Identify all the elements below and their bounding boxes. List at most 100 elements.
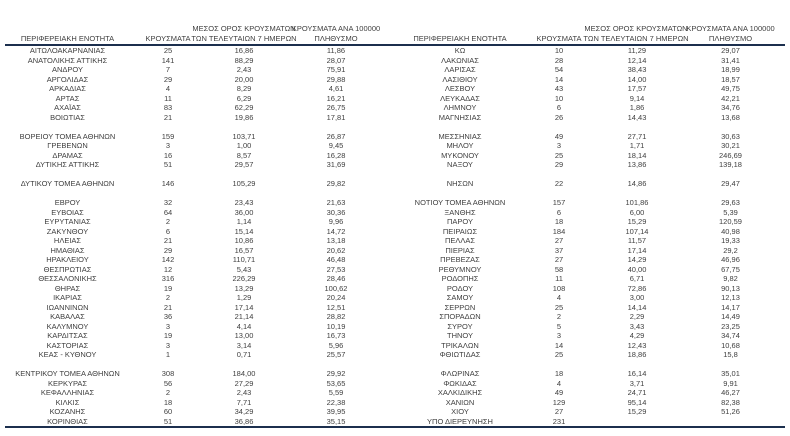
table-row: ΕΒΡΟΥ 32 23,43 21,63 ΝΟΤΙΟΥ ΤΟΜΕΑ ΑΘΗΝΩΝ 157 1… (5, 198, 785, 208)
cases-cell: 60 (163, 407, 173, 416)
cases-cell: 49 (554, 131, 564, 141)
cases-cell: 18 (554, 369, 564, 378)
per100k-cell: 25,57 (326, 350, 346, 359)
cases-cell: 51 (130, 416, 206, 428)
cases-cell: 4 (556, 378, 562, 388)
cases-cell: 11 (555, 274, 563, 283)
table-row: ΚΑΛΥΜΝΟΥ 3 4,14 10,19 ΣΥΡΟΥ 5 3,43 23,25 (5, 322, 785, 332)
avg7-cell: 36,86 (206, 416, 282, 428)
per100k-cell: 46,96 (721, 255, 740, 264)
avg7-cell: 11,29 (627, 46, 647, 55)
avg7-cell: 8,29 (236, 84, 252, 93)
avg7-cell: 13,29 (234, 283, 254, 293)
table-row: ΘΕΣΠΡΩΤΙΑΣ 12 5,43 27,53 ΡΕΘΥΜΝΟΥ 58 40,00 67,7… (5, 265, 785, 275)
panel-gap (390, 322, 400, 332)
avg7-cell (206, 189, 282, 199)
avg7-cell: 36,00 (234, 207, 254, 217)
table-row: ΑΧΑΪΑΣ 83 62,29 26,75 ΛΗΜΝΟΥ 6 1,86 34,76 (5, 103, 785, 113)
spacer-row (5, 122, 785, 132)
table-row: ΘΗΡΑΣ 19 13,29 100,62 ΡΟΔΟΥ 108 72,86 90,13 (5, 284, 785, 294)
per100k-cell (676, 122, 785, 132)
avg7-cell: 16,57 (234, 245, 254, 255)
region-cell: ΡΟΔΟΠΗΣ (441, 274, 479, 283)
avg7-cell: 38,43 (627, 65, 647, 74)
region-cell: ΧΑΛΚΙΔΙΚΗΣ (437, 388, 483, 397)
cases-cell: 5 (556, 321, 562, 331)
per100k-cell (282, 170, 390, 180)
avg7-cell: 14,86 (627, 179, 647, 188)
cases-cell: 11 (164, 93, 172, 103)
avg7-cell: 20,00 (234, 74, 254, 84)
per100k-cell (676, 416, 785, 428)
cases-cell: 18 (554, 217, 564, 226)
cases-cell: 27 (554, 407, 564, 416)
panel-gap (390, 284, 400, 294)
region-cell: ΒΟΡΕΙΟΥ ΤΟΜΕΑ ΑΘΗΝΩΝ (19, 131, 116, 141)
cases-cell: 25 (163, 46, 173, 55)
avg7-cell: 12,43 (627, 340, 647, 350)
per100k-cell: 35,01 (721, 369, 740, 378)
per100k-cell: 29,07 (721, 46, 740, 55)
region-cell: ΑΡΚΑΔΙΑΣ (49, 84, 86, 93)
region-cell: ΕΥΡΥΤΑΝΙΑΣ (44, 217, 91, 226)
per100k-cell: 246,69 (719, 150, 742, 160)
avg7-cell: 23,43 (234, 198, 254, 207)
avg7-cell (206, 122, 282, 132)
avg7-cell (598, 416, 676, 428)
region-cell: ΠΡΕΒΕΖΑΣ (440, 255, 480, 264)
panel-gap (390, 407, 400, 417)
per100k-cell: 12,13 (721, 293, 740, 302)
per100k-cell: 67,75 (721, 264, 740, 274)
cases-cell: 3 (556, 141, 562, 150)
panel-gap (390, 398, 400, 408)
region-cell: ΛΑΡΙΣΑΣ (444, 65, 476, 74)
per100k-cell (676, 360, 785, 370)
region-cell: ΚΕΡΚΥΡΑΣ (47, 378, 88, 388)
per100k-cell: 21,63 (326, 198, 346, 207)
panel-gap (390, 388, 400, 398)
region-cell: ΜΕΣΣΗΝΙΑΣ (438, 131, 482, 141)
cases-cell: 27 (554, 255, 564, 264)
region-cell: ΖΑΚΥΝΘΟΥ (46, 226, 89, 236)
panel-gap (390, 198, 400, 208)
cases-cell: 27 (554, 236, 564, 245)
table-row: ΑΡΚΑΔΙΑΣ 4 8,29 4,61 ΛΕΣΒΟΥ 43 17,57 49,75 (5, 84, 785, 94)
region-cell: ΜΑΓΝΗΣΙΑΣ (438, 112, 482, 122)
region-cell: ΑΡΤΑΣ (55, 93, 80, 103)
avg7-cell: 14,14 (627, 302, 647, 312)
table-row: ΑΙΤΩΛΟΑΚΑΡΝΑΝΙΑΣ 25 16,86 11,86 ΚΩ 10 11,29 29,… (5, 45, 785, 56)
avg7-cell: 12,14 (627, 55, 647, 65)
per100k-cell: 27,53 (326, 264, 346, 274)
per100k-cell: 13,18 (326, 236, 346, 245)
cases-by-regional-unit-table: ΠΕΡΙΦΕΡΕΙΑΚΗ ΕΝΟΤΗΤΑ ΚΡΟΥΣΜΑΤΑ ΜΕΣΟΣ ΟΡΟΣ … (5, 8, 785, 428)
per100k-cell: 28,46 (326, 274, 346, 283)
cases-cell: 12 (163, 264, 173, 274)
cases-cell: 7 (165, 65, 171, 74)
table-row: ΔΥΤΙΚΗΣ ΑΤΤΙΚΗΣ 51 29,57 31,69 ΝΑΞΟΥ 29 13,86 1… (5, 160, 785, 170)
cases-cell: 157 (552, 198, 566, 207)
per100k-cell: 53,65 (326, 378, 346, 388)
region-cell: ΜΗΛΟΥ (446, 141, 474, 150)
spacer-row (5, 360, 785, 370)
per100k-cell: 46,27 (721, 388, 740, 397)
per100k-cell: 139,18 (719, 160, 742, 169)
table-row: ΗΛΕΙΑΣ 21 10,86 13,18 ΠΕΛΛΑΣ 27 11,57 19,33 (5, 236, 785, 246)
region-cell (400, 189, 520, 199)
column-header-avg7-text: ΜΕΣΟΣ ΟΡΟΣ ΚΡΟΥΣΜΑΤΩΝ ΤΩΝ ΤΕΛΕΥΤΑΙΩΝ 7 Η… (191, 24, 297, 43)
panel-gap (390, 179, 400, 189)
panel-gap (390, 360, 400, 370)
table-row: ΚΕΡΚΥΡΑΣ 56 27,29 53,65 ΦΩΚΙΔΑΣ 4 3,71 9,91 (5, 379, 785, 389)
table-row: ΖΑΚΥΝΘΟΥ 6 15,14 14,72 ΠΕΙΡΑΙΩΣ 184 107,14 40,9… (5, 227, 785, 237)
region-cell: ΝΟΤΙΟΥ ΤΟΜΕΑ ΑΘΗΝΩΝ (414, 198, 506, 207)
cases-cell: 25 (554, 350, 564, 359)
avg7-cell: 110,71 (232, 255, 256, 264)
avg7-cell: 16,86 (234, 46, 254, 55)
panel-gap (390, 65, 400, 75)
per100k-cell: 46,48 (326, 255, 346, 264)
table-row: ΙΚΑΡΙΑΣ 2 1,29 20,24 ΣΑΜΟΥ 4 3,00 12,13 (5, 293, 785, 303)
per100k-cell: 14,72 (326, 226, 346, 236)
avg7-cell: 9,14 (629, 93, 645, 103)
avg7-cell: 17,14 (234, 302, 254, 312)
panel-gap (390, 331, 400, 341)
avg7-cell: 17,57 (627, 84, 647, 93)
